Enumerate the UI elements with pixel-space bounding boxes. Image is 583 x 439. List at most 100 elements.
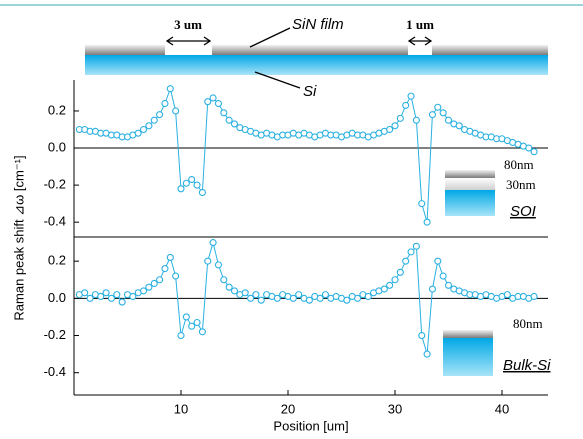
data-point bbox=[166, 85, 174, 93]
data-point bbox=[188, 175, 196, 184]
x-tick-label: 10 bbox=[174, 401, 188, 416]
data-point bbox=[214, 261, 222, 269]
data-point bbox=[530, 148, 538, 156]
data-point bbox=[182, 313, 190, 321]
inset-si bbox=[445, 190, 495, 216]
data-point bbox=[353, 294, 362, 302]
data-point bbox=[172, 107, 180, 115]
data-point bbox=[439, 272, 447, 280]
data-point bbox=[204, 98, 212, 106]
data-point bbox=[407, 248, 415, 256]
data-point bbox=[391, 122, 399, 130]
data-point bbox=[220, 109, 228, 117]
data-point bbox=[412, 242, 420, 250]
data-point bbox=[118, 298, 126, 306]
data-point bbox=[530, 292, 538, 301]
data-point bbox=[145, 283, 153, 291]
data-point bbox=[434, 257, 442, 265]
sin-film bbox=[85, 45, 165, 55]
data-point bbox=[182, 179, 190, 187]
data-point bbox=[364, 292, 372, 301]
inset-layer: 80nm bbox=[513, 316, 543, 331]
data-point bbox=[402, 257, 410, 265]
data-point bbox=[139, 287, 148, 295]
data-point bbox=[503, 291, 511, 299]
data-point bbox=[252, 291, 260, 299]
x-tick-label: 30 bbox=[388, 401, 402, 416]
data-point bbox=[396, 114, 404, 122]
data-point bbox=[257, 296, 265, 304]
data-point bbox=[193, 318, 201, 327]
data-point bbox=[156, 276, 164, 284]
x-axis-label: Position [um] bbox=[273, 418, 348, 433]
data-point bbox=[113, 291, 121, 299]
data-point bbox=[380, 285, 388, 293]
data-point bbox=[428, 111, 436, 119]
data-point bbox=[214, 99, 222, 108]
si-substrate bbox=[85, 55, 548, 75]
y-tick-label: -0.4 bbox=[44, 214, 66, 229]
inset-layer: 30nm bbox=[506, 177, 536, 192]
gap-label: 3 um bbox=[174, 17, 202, 32]
inset-name: SOI bbox=[510, 203, 536, 220]
inset-layer: 80nm bbox=[504, 157, 534, 172]
data-point bbox=[439, 109, 447, 117]
inset-si bbox=[443, 338, 493, 376]
data-point bbox=[225, 116, 233, 124]
data-point bbox=[241, 289, 249, 297]
data-point bbox=[139, 125, 148, 134]
data-point bbox=[193, 181, 201, 189]
data-point bbox=[391, 276, 399, 284]
film-label: SiN film bbox=[292, 16, 344, 33]
x-tick-label: 40 bbox=[495, 401, 509, 416]
data-point bbox=[396, 268, 404, 276]
data-point bbox=[198, 188, 206, 197]
data-point bbox=[161, 99, 169, 108]
data-point bbox=[220, 276, 228, 284]
data-point bbox=[198, 328, 206, 336]
y-tick-label: -0.4 bbox=[44, 364, 66, 379]
data-point bbox=[161, 265, 169, 273]
inset-name: Bulk-Si bbox=[503, 357, 551, 374]
y-tick-label: -0.2 bbox=[44, 177, 66, 192]
data-point bbox=[107, 294, 115, 302]
data-point bbox=[412, 116, 420, 124]
data-point bbox=[434, 103, 442, 111]
inset-film bbox=[445, 170, 495, 178]
data-point bbox=[289, 294, 297, 302]
data-point bbox=[97, 292, 105, 301]
data-point bbox=[246, 294, 255, 302]
data-point bbox=[418, 200, 426, 208]
data-point bbox=[134, 129, 142, 137]
data-point bbox=[225, 283, 233, 291]
data-point bbox=[209, 94, 217, 102]
sin-film bbox=[212, 45, 408, 55]
data-point bbox=[428, 285, 436, 293]
data-point bbox=[81, 289, 89, 297]
data-point bbox=[386, 281, 394, 289]
y-tick-label: 0.2 bbox=[48, 102, 66, 117]
data-point bbox=[145, 122, 153, 130]
data-point bbox=[209, 239, 217, 247]
data-point bbox=[444, 116, 453, 124]
data-point bbox=[86, 294, 94, 302]
data-point bbox=[407, 92, 415, 100]
data-point bbox=[423, 350, 431, 358]
data-point bbox=[204, 257, 212, 265]
y-tick-label: 0.2 bbox=[48, 253, 66, 268]
inset-oxide bbox=[445, 178, 495, 190]
data-point bbox=[273, 294, 281, 302]
data-point bbox=[150, 116, 158, 124]
data-point bbox=[129, 292, 137, 301]
data-point bbox=[150, 279, 158, 288]
data-point bbox=[386, 125, 394, 134]
data-point bbox=[166, 253, 174, 261]
substrate-label: Si bbox=[303, 83, 317, 100]
data-point bbox=[402, 101, 410, 109]
data-point bbox=[230, 287, 239, 295]
data-point bbox=[321, 291, 329, 299]
data-point bbox=[102, 289, 110, 297]
data-point bbox=[305, 296, 313, 304]
data-point bbox=[423, 218, 431, 226]
